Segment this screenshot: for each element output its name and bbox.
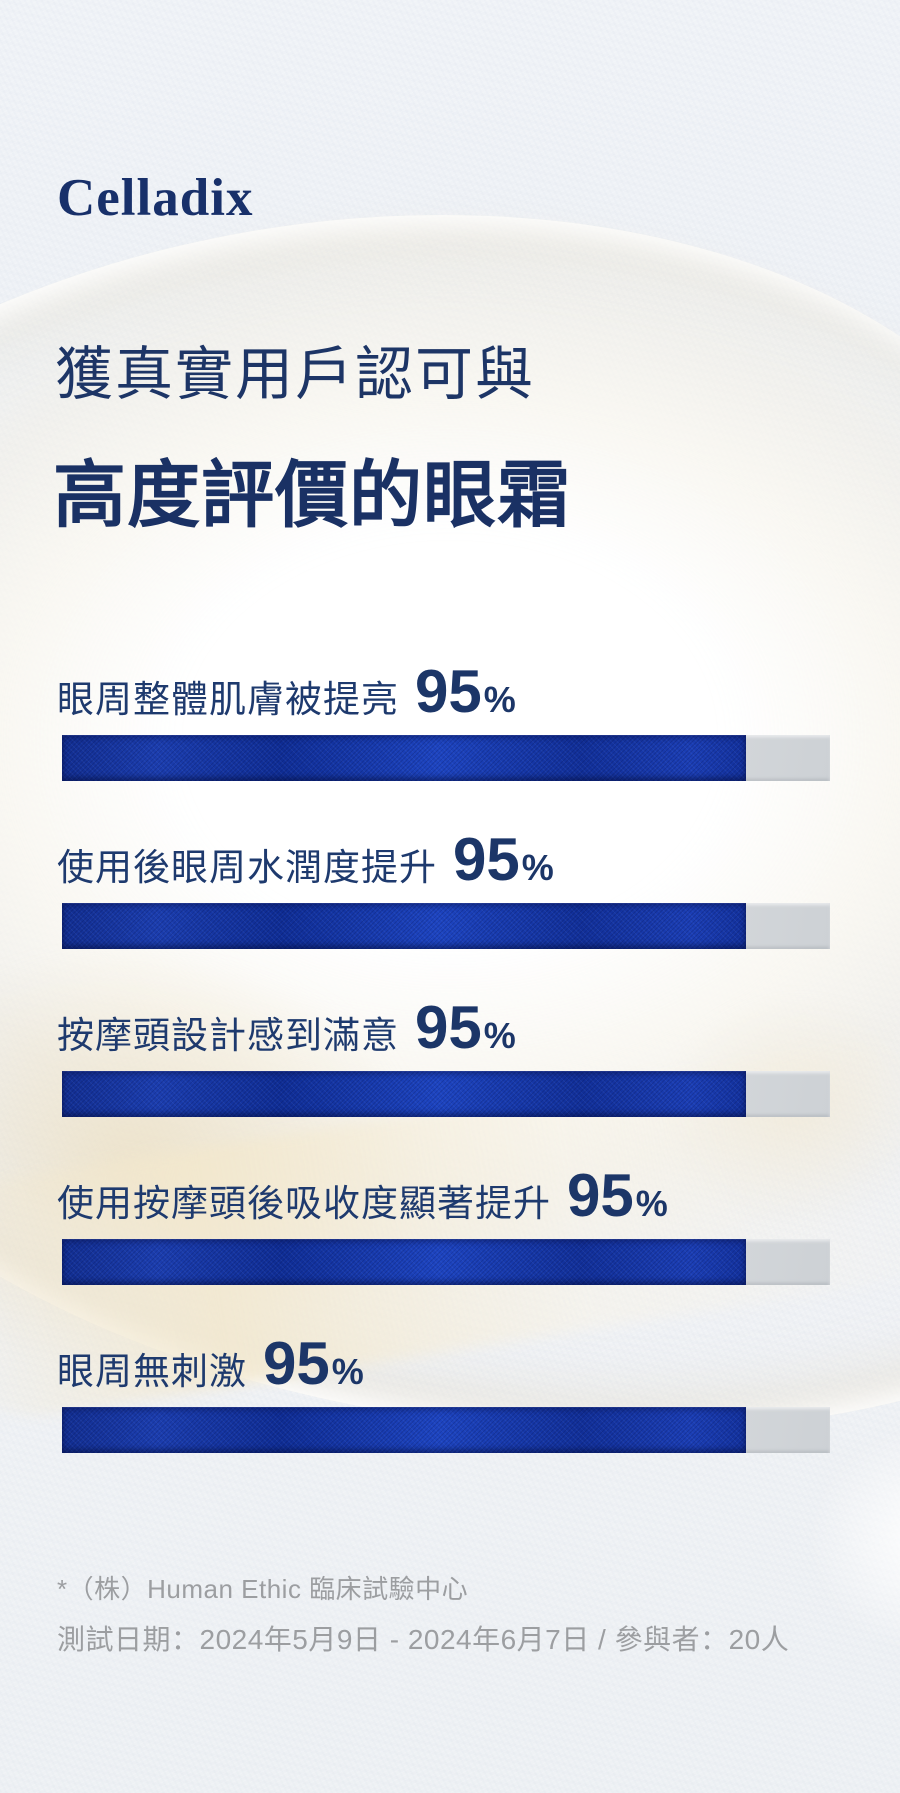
survey-item-label-row: 使用後眼周水潤度提升 95 % — [57, 830, 837, 890]
survey-item-label-row: 按摩頭設計感到滿意 95 % — [57, 998, 837, 1058]
survey-bar-fill — [62, 735, 746, 781]
survey-bar-fill — [62, 1407, 746, 1453]
survey-bar-track — [62, 1407, 830, 1453]
survey-item-value: 95 — [415, 658, 482, 725]
survey-item-label: 眼周無刺激 — [57, 1351, 247, 1392]
survey-item-label: 眼周整體肌膚被提亮 — [57, 679, 399, 720]
percent-sign: % — [483, 679, 516, 720]
survey-item-label-row: 眼周無刺激 95 % — [57, 1334, 837, 1394]
footnote-test-period: 測試日期：2024年5月9日 - 2024年6月7日 / 參與者：20人 — [57, 1624, 790, 1655]
percent-sign: % — [521, 847, 554, 888]
survey-bar-track — [62, 1071, 830, 1117]
survey-item: 按摩頭設計感到滿意 95 % — [57, 998, 837, 1117]
survey-item-value: 95 — [415, 994, 482, 1061]
survey-item-label-row: 使用按摩頭後吸收度顯著提升 95 % — [57, 1166, 837, 1226]
footnote-test-center: *（株）Human Ethic 臨床試驗中心 — [57, 1574, 469, 1604]
headline-line2: 高度評價的眼霜 — [53, 455, 571, 536]
survey-bar-fill — [62, 903, 746, 949]
survey-item: 眼周無刺激 95 % — [57, 1334, 837, 1453]
survey-item-value: 95 — [567, 1162, 634, 1229]
percent-sign: % — [331, 1351, 364, 1392]
percent-sign: % — [483, 1015, 516, 1056]
footnotes: *（株）Human Ethic 臨床試驗中心 測試日期：2024年5月9日 - … — [57, 1576, 789, 1654]
headline-line1: 獲真實用戶認可與 — [55, 342, 536, 407]
survey-bar-fill — [62, 1239, 746, 1285]
survey-bar-track — [62, 735, 830, 781]
survey-item: 眼周整體肌膚被提亮 95 % — [57, 662, 837, 781]
survey-item-label: 按摩頭設計感到滿意 — [57, 1015, 399, 1056]
survey-results-list: 眼周整體肌膚被提亮 95 % 使用後眼周水潤度提升 95 % 按摩頭設計感到滿意… — [57, 662, 837, 1502]
survey-item-label-row: 眼周整體肌膚被提亮 95 % — [57, 662, 837, 722]
survey-item-value: 95 — [263, 1330, 330, 1397]
percent-sign: % — [635, 1183, 668, 1224]
survey-bar-fill — [62, 1071, 746, 1117]
survey-bar-track — [62, 1239, 830, 1285]
brand-logo: Celladix — [57, 169, 254, 227]
survey-bar-track — [62, 903, 830, 949]
survey-item: 使用後眼周水潤度提升 95 % — [57, 830, 837, 949]
survey-item-value: 95 — [453, 826, 520, 893]
survey-item-label: 使用後眼周水潤度提升 — [57, 847, 437, 888]
survey-item-label: 使用按摩頭後吸收度顯著提升 — [57, 1183, 551, 1224]
survey-item: 使用按摩頭後吸收度顯著提升 95 % — [57, 1166, 837, 1285]
